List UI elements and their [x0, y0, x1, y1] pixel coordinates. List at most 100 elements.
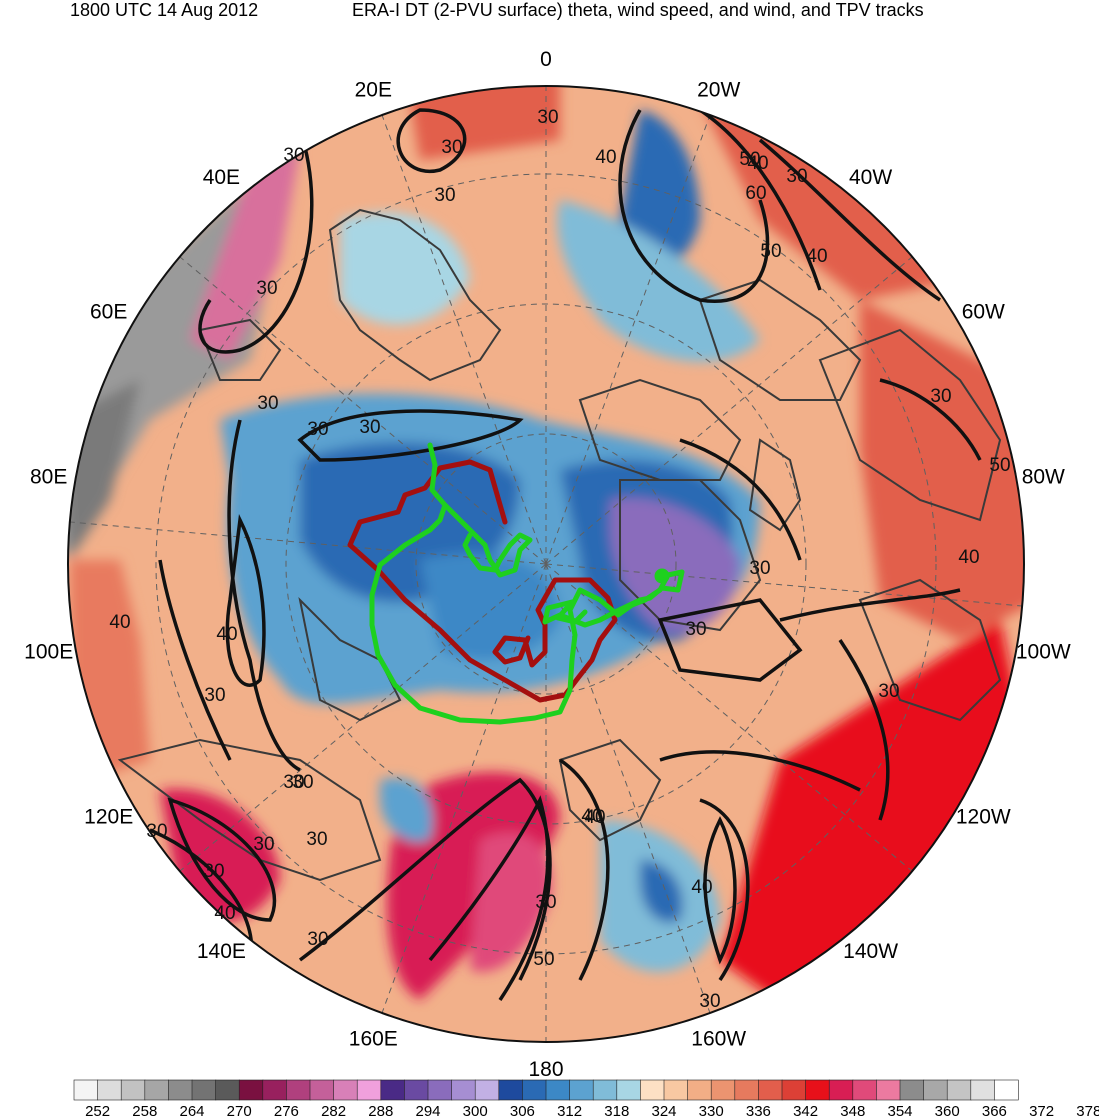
contour-label: 30 — [146, 821, 167, 842]
colorbar-swatch — [994, 1079, 1019, 1101]
contour-label: 30 — [256, 278, 277, 299]
colorbar-swatch — [828, 1079, 854, 1101]
contour-label: 30 — [292, 772, 313, 793]
longitude-label: 160W — [691, 1028, 746, 1051]
red-tpv-track — [347, 459, 618, 703]
colorbar-swatch — [168, 1079, 193, 1101]
colorbar-swatch — [852, 1079, 877, 1101]
colorbar-tick-label: 288 — [368, 1103, 393, 1120]
colorbar-tick-label: 270 — [227, 1103, 252, 1120]
longitude-label: 40E — [203, 166, 240, 189]
longitude-label: 60W — [962, 301, 1005, 324]
contour-labels: 30 30 40 30 40 50 60 50 40 30 30 30 30 30 30 40 30 40 30 30… — [109, 107, 1010, 1012]
contour-label: 30 — [699, 991, 720, 1012]
colorbar-swatch — [876, 1079, 901, 1101]
colorbar-tick-label: 252 — [85, 1103, 110, 1120]
colorbar-tick-label: 318 — [604, 1103, 629, 1120]
colorbar-swatch — [191, 1079, 217, 1101]
colorbar-swatch — [616, 1079, 641, 1101]
colorbar-tick-label: 342 — [793, 1103, 818, 1120]
colorbar-tick-label: 294 — [415, 1103, 440, 1120]
colorbar-tick-label: 300 — [463, 1103, 488, 1120]
contour-label: 30 — [203, 861, 224, 882]
contour-label: 30 — [307, 929, 328, 950]
longitude-label: 160E — [349, 1028, 398, 1051]
colorbar-swatch — [238, 1079, 264, 1101]
green-tpv-track — [369, 442, 685, 725]
colorbar-swatch — [333, 1079, 358, 1101]
contour-label: 40 — [806, 246, 827, 267]
colorbar-swatch — [899, 1079, 925, 1101]
tpv-tracks — [347, 442, 685, 725]
contour-label: 30 — [878, 681, 899, 702]
colorbar-swatch — [687, 1079, 712, 1101]
colorbar-swatch — [946, 1079, 972, 1101]
contour-label: 40 — [214, 903, 235, 924]
colorbar-swatch — [640, 1079, 665, 1101]
longitude-label: 140E — [197, 940, 246, 963]
valid-time-title: 1800 UTC 14 Aug 2012 — [70, 0, 259, 20]
colorbar-swatch — [710, 1079, 736, 1101]
longitude-label: 0 — [540, 48, 552, 71]
contour-label: 30 — [535, 892, 556, 913]
colorbar-tick-label: 360 — [935, 1103, 960, 1120]
contour-label: 40 — [581, 806, 602, 827]
contour-label: 40 — [691, 877, 712, 898]
contour-label: 30 — [685, 619, 706, 640]
colorbar-tick-label: 330 — [699, 1103, 724, 1120]
colorbar-swatch — [97, 1079, 122, 1101]
colorbar-tick-label: 306 — [510, 1103, 535, 1120]
contour-label: 50 — [533, 949, 554, 970]
contour-label: 30 — [930, 386, 951, 407]
colorbar-tick-label: 336 — [746, 1103, 771, 1120]
contour-label: 30 — [786, 166, 807, 187]
colorbar-swatch — [545, 1079, 571, 1101]
colorbar-tick-label: 348 — [840, 1103, 865, 1120]
colorbar-tick-label: 324 — [651, 1103, 676, 1120]
colorbar-swatch — [592, 1079, 618, 1101]
colorbar-swatch — [569, 1079, 594, 1101]
colorbar-swatch — [758, 1079, 783, 1101]
contour-label: 40 — [109, 612, 130, 633]
colorbar-tick-label: 366 — [982, 1103, 1007, 1120]
theta-colorbar: 252 258 264 270 276 282 288 294 300 306 312 318 324 3… — [73, 1079, 1099, 1120]
longitude-label: 20W — [697, 79, 740, 102]
contour-label: 40 — [584, 807, 605, 828]
longitude-labels: 0 20W 40W 60W 80W 100W 120W 140W 160W 180 160E 140E… — [24, 48, 1071, 1081]
longitude-label: 80W — [1022, 465, 1065, 488]
colorbar-swatch — [805, 1079, 830, 1101]
colorbar-swatch — [286, 1079, 311, 1101]
longitude-label: 100E — [24, 641, 73, 664]
colorbar-tick-label: 258 — [132, 1103, 157, 1120]
longitude-label: 100W — [1016, 641, 1071, 664]
longitude-label: 120W — [956, 806, 1011, 829]
contour-label: 30 — [307, 419, 328, 440]
contour-label: 60 — [745, 183, 766, 204]
contour-label: 50 — [739, 149, 760, 170]
contour-label: 30 — [359, 417, 380, 438]
longitude-label: 120E — [84, 806, 133, 829]
longitude-label: 60E — [90, 301, 127, 324]
contour-label: 30 — [441, 137, 462, 158]
colorbar-swatch — [215, 1079, 240, 1101]
contour-label: 40 — [958, 547, 979, 568]
colorbar-swatch — [474, 1079, 500, 1101]
colorbar-tick-label: 354 — [887, 1103, 912, 1120]
contour-label: 30 — [749, 558, 770, 579]
contour-label: 30 — [434, 185, 455, 206]
contour-label: 40 — [216, 624, 237, 645]
contour-label: 30 — [537, 107, 558, 128]
longitude-label: 180 — [528, 1058, 563, 1081]
map-title: ERA-I DT (2-PVU surface) theta, wind spe… — [352, 0, 924, 20]
colorbar-tick-label: 378 — [1076, 1103, 1099, 1120]
contour-label: 50 — [760, 241, 781, 262]
colorbar-swatch — [781, 1079, 807, 1101]
colorbar-tick-label: 264 — [179, 1103, 204, 1120]
longitude-label: 20E — [355, 79, 392, 102]
theta-field — [68, 86, 1024, 1042]
contour-label: 30 — [257, 393, 278, 414]
contour-label: 40 — [595, 147, 616, 168]
colorbar-swatch — [120, 1079, 146, 1101]
colorbar-swatch — [404, 1079, 429, 1101]
